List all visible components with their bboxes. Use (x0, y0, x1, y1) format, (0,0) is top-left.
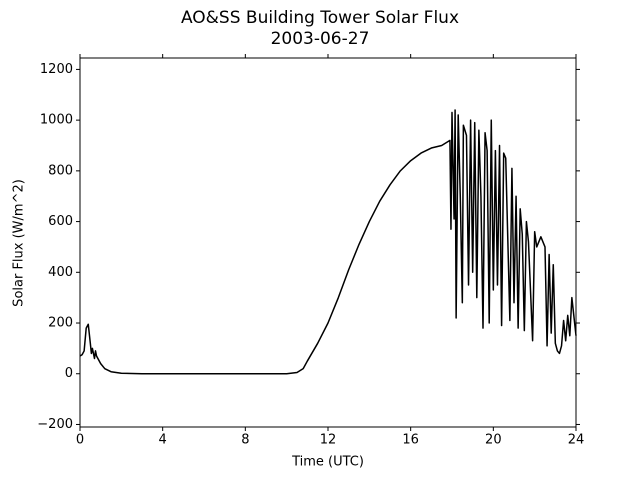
x-tick-label: 12 (320, 433, 337, 448)
x-tick-label: 4 (159, 433, 167, 448)
y-tick-label: 0 (65, 366, 73, 381)
x-tick-label: 24 (568, 433, 585, 448)
y-tick-label: 200 (48, 316, 73, 331)
y-tick-label: 1200 (40, 62, 73, 77)
y-tick-label: 800 (48, 163, 73, 178)
x-tick-label: 0 (76, 433, 84, 448)
flux-line (79, 109, 577, 375)
plot-frame (79, 57, 577, 428)
chart-subtitle: 2003-06-27 (271, 29, 370, 49)
x-axis-label: Time (UTC) (291, 455, 364, 470)
x-tick-label: 16 (402, 433, 419, 448)
x-tick-label: 8 (241, 433, 249, 448)
y-tick-label: 600 (48, 214, 73, 229)
y-axis-label: Solar Flux (W/m^2) (12, 179, 27, 307)
y-tick-label: 1000 (40, 113, 73, 128)
y-tick-label: 400 (48, 265, 73, 280)
y-tick-label: −200 (37, 417, 73, 432)
x-tick-label: 20 (485, 433, 502, 448)
chart-title: AO&SS Building Tower Solar Flux (181, 8, 459, 28)
